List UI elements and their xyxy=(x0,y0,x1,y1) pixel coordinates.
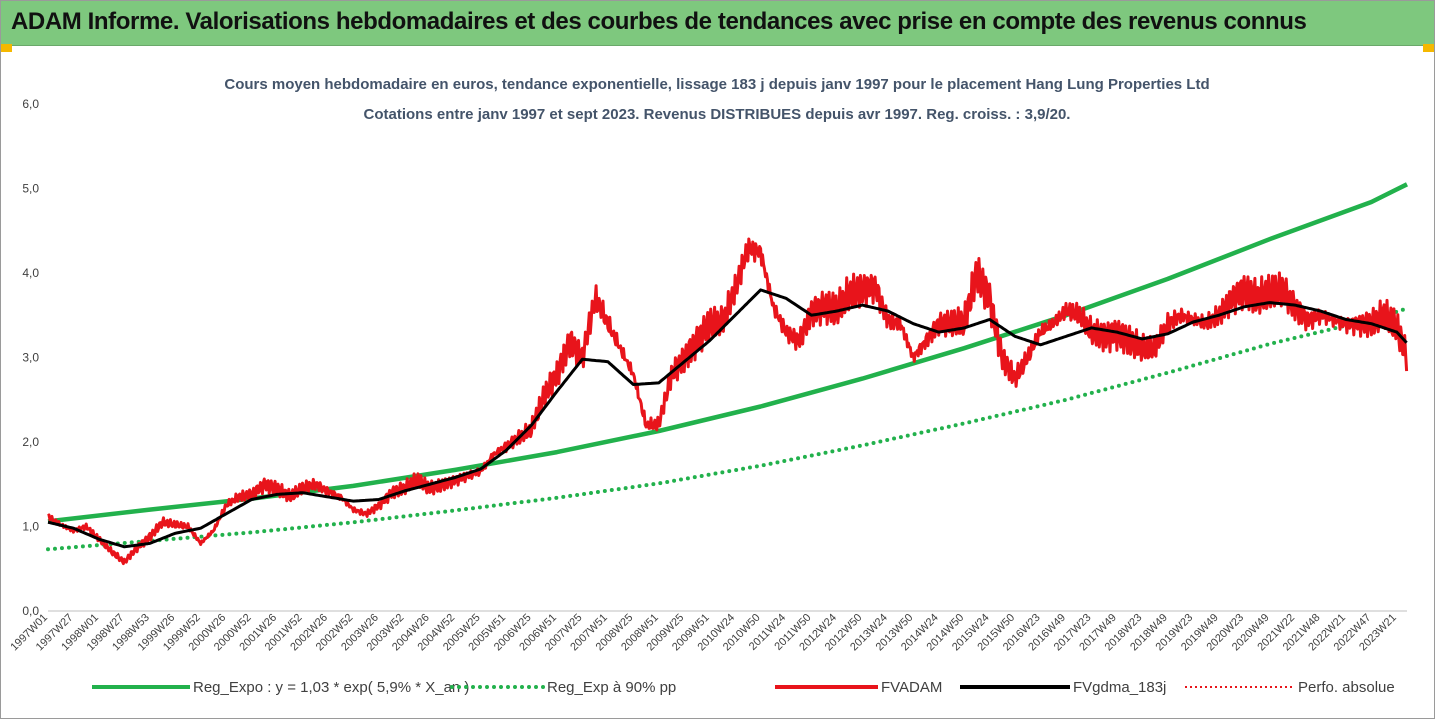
legend: Reg_Expo : y = 1,03 * exp( 5,9% * X_an )… xyxy=(92,679,1395,696)
series-line-2 xyxy=(47,237,1409,566)
legend-label-3: FVgdma_183j xyxy=(1073,679,1166,696)
y-tick-label: 4,0 xyxy=(22,266,39,280)
chart-subtitle-line-2: Cotations entre janv 1997 et sept 2023. … xyxy=(364,106,1071,123)
y-tick-label: 3,0 xyxy=(22,351,39,365)
x-axis: 1997W011997W271998W011998W271998W531999W… xyxy=(8,612,1399,654)
corner-marker-left xyxy=(1,44,12,52)
report-title: ADAM Informe. Valorisations hebdomadaire… xyxy=(11,8,1307,35)
legend-label-1: Reg_Exp à 90% pp xyxy=(547,679,676,696)
corner-marker-right xyxy=(1423,44,1434,52)
y-tick-label: 1,0 xyxy=(22,520,39,534)
y-tick-label: 5,0 xyxy=(22,182,39,196)
y-tick-label: 6,0 xyxy=(22,97,39,111)
series-line-3 xyxy=(47,288,1408,549)
y-tick-label: 2,0 xyxy=(22,435,39,449)
series-group xyxy=(46,182,1409,566)
title-banner: ADAM Informe. Valorisations hebdomadaire… xyxy=(1,1,1434,46)
legend-label-0: Reg_Expo : y = 1,03 * exp( 5,9% * X_an ) xyxy=(193,679,469,696)
y-axis: 0,0 1,0 2,0 3,0 4,0 5,0 6,0 xyxy=(22,97,39,618)
y-tick-label: 0,0 xyxy=(22,604,39,618)
series-line-1 xyxy=(46,306,1409,552)
chart-subtitle-line-1: Cours moyen hebdomadaire en euros, tenda… xyxy=(224,76,1209,93)
legend-label-4: Perfo. absolue xyxy=(1298,679,1395,696)
legend-label-2: FVADAM xyxy=(881,679,942,696)
